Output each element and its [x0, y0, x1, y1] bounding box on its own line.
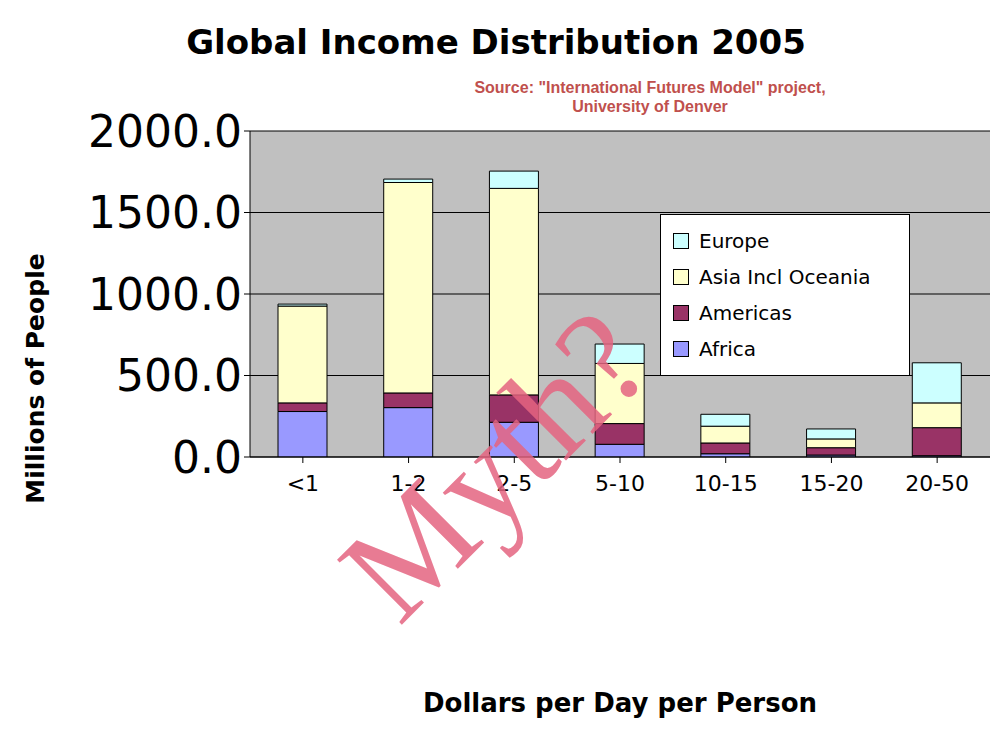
svg-text:10-15: 10-15 — [694, 471, 758, 496]
svg-text:2000.0: 2000.0 — [88, 106, 242, 157]
svg-text:500.0: 500.0 — [116, 350, 242, 401]
svg-text:<1: <1 — [287, 471, 319, 496]
svg-text:1-2: 1-2 — [391, 471, 427, 496]
svg-text:1000.0: 1000.0 — [88, 269, 242, 320]
svg-text:0.0: 0.0 — [172, 432, 242, 483]
svg-text:20-50: 20-50 — [905, 471, 969, 496]
svg-text:15-20: 15-20 — [799, 471, 863, 496]
svg-text:2-5: 2-5 — [496, 471, 532, 496]
svg-text:5-10: 5-10 — [595, 471, 645, 496]
svg-text:1500.0: 1500.0 — [88, 187, 242, 238]
